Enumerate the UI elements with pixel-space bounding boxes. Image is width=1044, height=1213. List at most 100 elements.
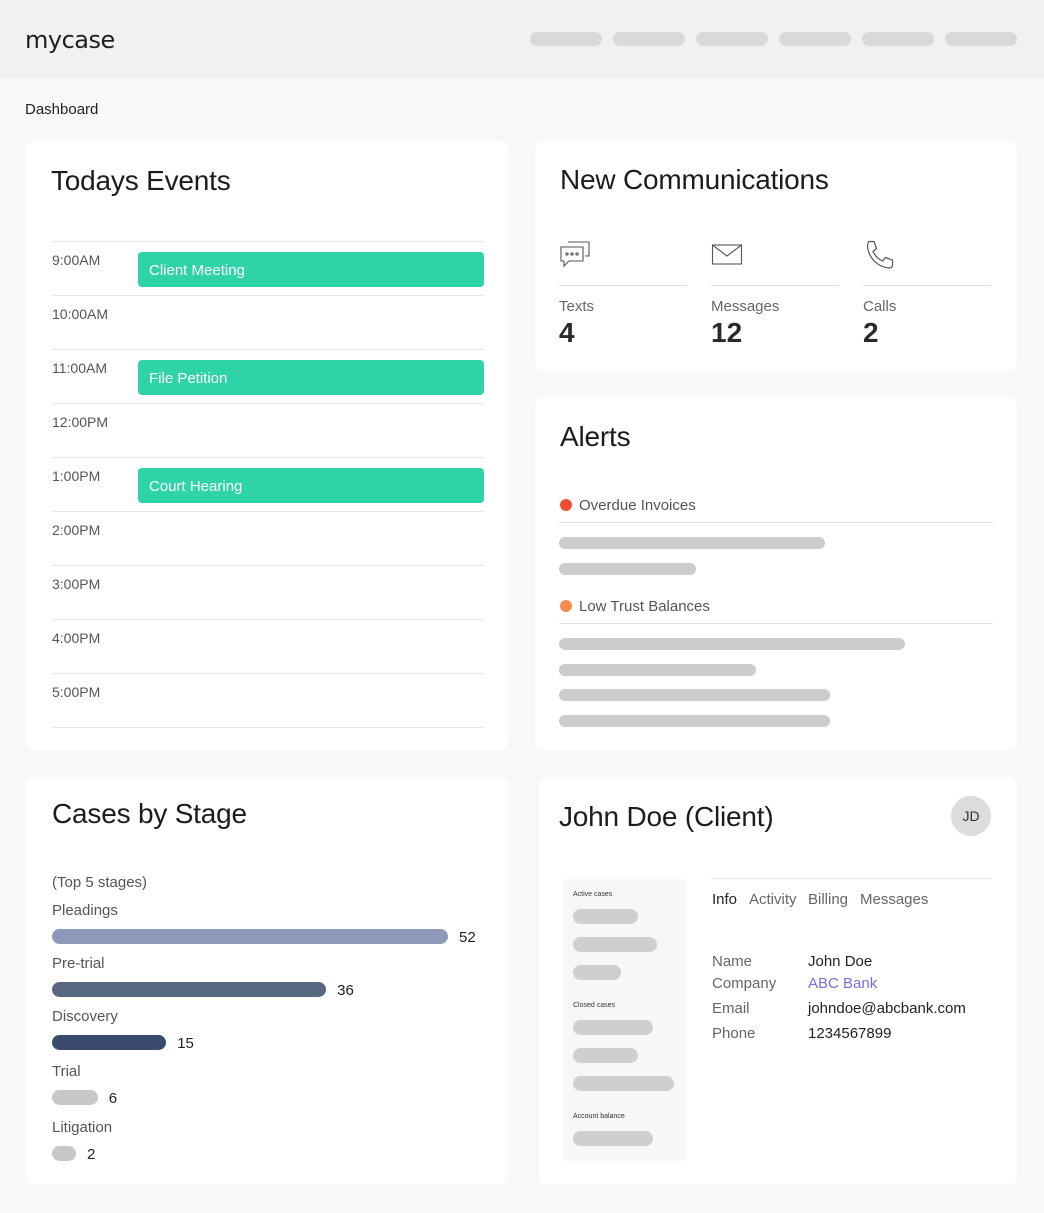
placeholder-bar xyxy=(573,1076,674,1091)
alert-dot-orange xyxy=(560,600,572,612)
stage-bar[interactable] xyxy=(52,1090,98,1105)
event-row: 2:00PM xyxy=(52,511,484,565)
stage-value: 36 xyxy=(337,982,354,999)
stage-bar[interactable] xyxy=(52,982,327,997)
events-bottom-divider xyxy=(52,727,484,728)
stage-label: Discovery xyxy=(52,1008,118,1025)
stage-label: Trial xyxy=(52,1063,81,1080)
alerts-title: Alerts xyxy=(560,421,631,452)
event-block[interactable]: Court Hearing xyxy=(138,468,484,503)
chat-bubbles-icon xyxy=(560,241,590,268)
placeholder-bar xyxy=(573,1131,653,1146)
alert-low-trust-balances[interactable]: Low Trust Balances xyxy=(559,598,993,624)
alert-overdue-invoices[interactable]: Overdue Invoices xyxy=(559,497,993,523)
closed-cases-label: Closed cases xyxy=(573,1002,616,1009)
top-bar: mycase xyxy=(0,0,1044,78)
cases-title: Cases by Stage xyxy=(52,798,247,829)
alerts-card: Alerts Overdue Invoices Low Trust Balanc… xyxy=(535,397,1017,750)
stage-label: Litigation xyxy=(52,1119,113,1136)
stage-bar[interactable] xyxy=(52,929,448,944)
event-block[interactable]: File Petition xyxy=(138,360,484,395)
event-row: 3:00PM xyxy=(52,565,484,619)
placeholder-bar xyxy=(559,689,830,701)
tab-activity[interactable]: Activity xyxy=(749,891,797,908)
event-row: 1:00PM Court Hearing xyxy=(52,457,484,511)
event-time: 12:00PM xyxy=(52,414,109,430)
events-title: Todays Events xyxy=(51,165,231,196)
event-row: 10:00AM xyxy=(52,295,484,349)
placeholder-bar xyxy=(559,638,905,650)
account-balance-label: Account balance xyxy=(573,1113,625,1120)
cases-by-stage-card: Cases by Stage (Top 5 stages) Pleadings 5… xyxy=(26,777,508,1185)
nav-item-1[interactable] xyxy=(530,32,602,46)
alert-label: Overdue Invoices xyxy=(579,497,696,514)
placeholder-bar xyxy=(559,664,756,676)
stage-label: Pre-trial xyxy=(52,955,105,972)
email-label: Email xyxy=(712,1000,750,1017)
event-time: 4:00PM xyxy=(52,630,101,646)
comm-label: Texts xyxy=(559,298,595,315)
event-time: 5:00PM xyxy=(52,684,101,700)
stage-label: Pleadings xyxy=(52,902,118,919)
client-card: John Doe (Client) JD Active cases Closed… xyxy=(539,777,1017,1185)
active-cases-label: Active cases xyxy=(573,891,613,898)
event-time: 11:00AM xyxy=(52,360,107,376)
communications-title: New Communications xyxy=(560,164,829,195)
alert-dot-red xyxy=(560,499,572,511)
stage-value: 15 xyxy=(177,1035,194,1052)
placeholder-bar xyxy=(559,563,696,575)
tab-info[interactable]: Info xyxy=(712,891,738,908)
company-label: Company xyxy=(712,975,777,992)
event-row: 5:00PM xyxy=(52,673,484,727)
tabs-divider xyxy=(711,878,991,879)
client-summary-panel: Active cases Closed cases Account balanc… xyxy=(563,879,686,1161)
placeholder-bar xyxy=(573,937,657,952)
envelope-icon xyxy=(711,244,743,265)
comm-label: Calls xyxy=(863,298,897,315)
communications-card: New Communications Texts 4 Messages 12 C… xyxy=(535,141,1017,371)
name-label: Name xyxy=(712,953,753,970)
comm-count: 2 xyxy=(863,317,879,348)
nav-item-2[interactable] xyxy=(613,32,685,46)
stage-bar[interactable] xyxy=(52,1035,167,1050)
event-time: 1:00PM xyxy=(52,468,101,484)
event-block[interactable]: Client Meeting xyxy=(138,252,484,287)
client-title: John Doe (Client) xyxy=(559,801,774,832)
placeholder-bar xyxy=(559,537,825,549)
avatar[interactable]: JD xyxy=(951,796,991,836)
nav-item-4[interactable] xyxy=(779,32,851,46)
comm-label: Messages xyxy=(711,298,780,315)
nav-item-3[interactable] xyxy=(696,32,768,46)
phone-icon xyxy=(866,240,894,269)
app-logo[interactable]: mycase xyxy=(25,26,115,54)
placeholder-bar xyxy=(573,1020,653,1035)
breadcrumb: Dashboard xyxy=(25,101,99,118)
placeholder-bar xyxy=(559,715,830,727)
tab-billing[interactable]: Billing xyxy=(808,891,849,908)
phone-label: Phone xyxy=(712,1025,756,1042)
stage-value: 6 xyxy=(108,1090,118,1107)
event-row: 4:00PM xyxy=(52,619,484,673)
event-row: 9:00AM Client Meeting xyxy=(52,241,484,295)
event-row: 11:00AM File Petition xyxy=(52,349,484,403)
event-time: 3:00PM xyxy=(52,576,101,592)
comm-count: 12 xyxy=(711,317,743,348)
event-row: 12:00PM xyxy=(52,403,484,457)
email-value: johndoe@abcbank.com xyxy=(808,1000,966,1017)
tab-messages[interactable]: Messages xyxy=(860,891,929,908)
comm-divider xyxy=(863,285,991,286)
event-time: 2:00PM xyxy=(52,522,101,538)
nav-item-5[interactable] xyxy=(862,32,934,46)
stage-value: 52 xyxy=(459,929,476,946)
comm-divider xyxy=(711,285,839,286)
placeholder-bar xyxy=(573,909,638,924)
nav-item-6[interactable] xyxy=(945,32,1017,46)
company-link[interactable]: ABC Bank xyxy=(808,975,878,992)
event-time: 9:00AM xyxy=(52,252,101,268)
cases-subtitle: (Top 5 stages) xyxy=(52,874,148,891)
stage-bar[interactable] xyxy=(52,1146,76,1161)
phone-value: 1234567899 xyxy=(808,1025,892,1042)
name-value: John Doe xyxy=(808,953,873,970)
comm-divider xyxy=(559,285,687,286)
event-time: 10:00AM xyxy=(52,306,109,322)
